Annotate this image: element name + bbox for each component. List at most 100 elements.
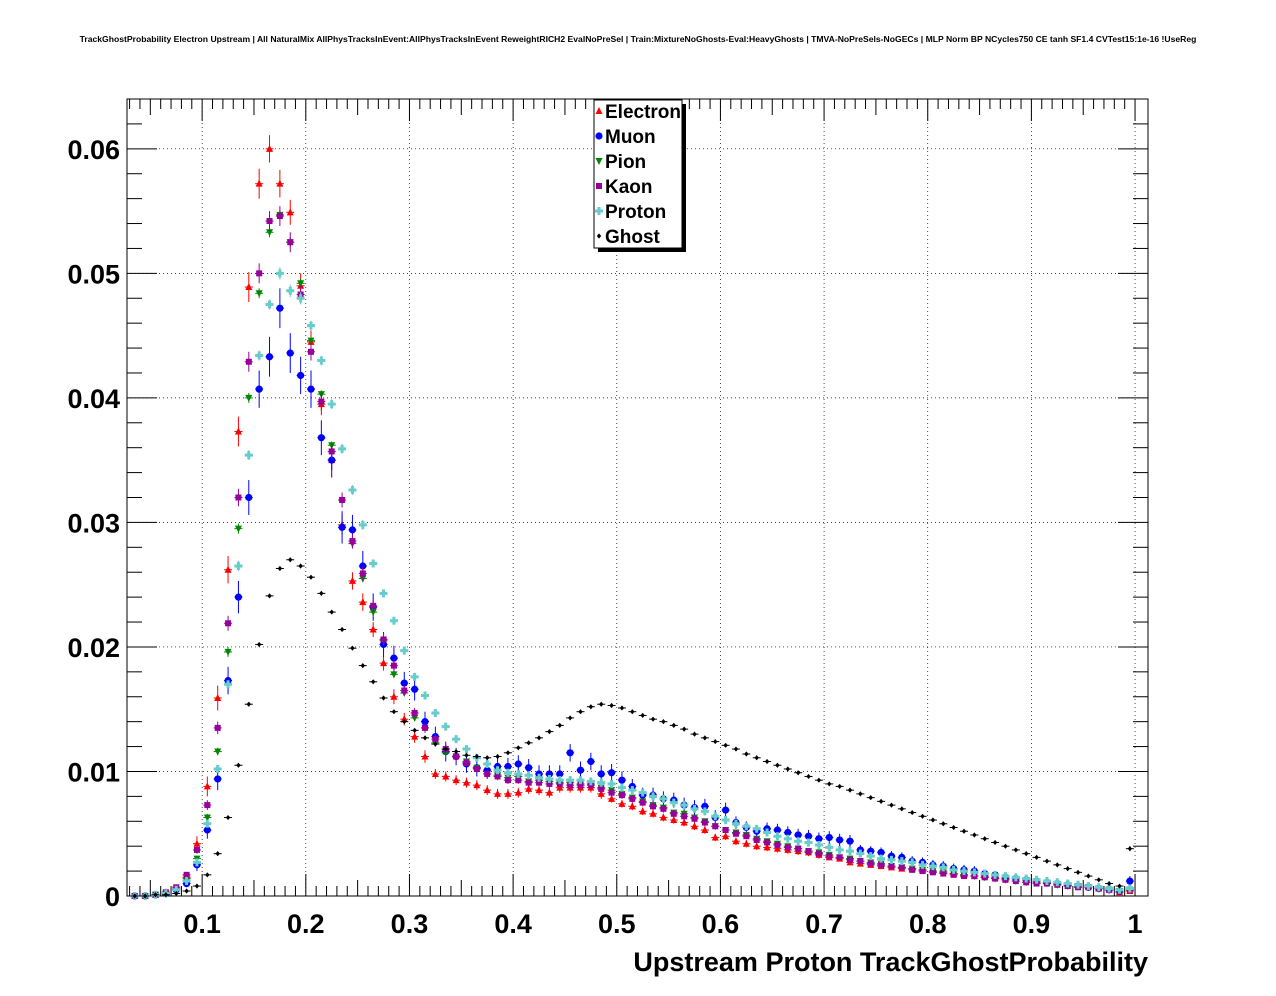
- proton-point: [970, 868, 979, 877]
- ghost-point: [588, 704, 594, 710]
- proton-point: [493, 766, 502, 775]
- kaon-point: [929, 869, 936, 876]
- proton-point: [617, 783, 626, 792]
- ghost-point: [992, 839, 998, 846]
- kaon-point: [629, 795, 636, 802]
- proton-point: [1094, 883, 1103, 892]
- electron-point: [504, 789, 512, 797]
- ghost-point: [806, 773, 811, 780]
- proton-point: [244, 451, 253, 460]
- ghost-point: [754, 755, 759, 761]
- ghost-point: [205, 872, 210, 878]
- kaon-point: [390, 662, 397, 669]
- ghost-point: [298, 563, 303, 569]
- kaon-point: [401, 687, 408, 694]
- kaon-point: [795, 845, 802, 852]
- legend-marker-pion: [595, 158, 603, 165]
- electron-point: [732, 837, 740, 845]
- kaon-point: [422, 724, 429, 731]
- electron-point: [234, 427, 242, 435]
- electron-point: [462, 778, 470, 786]
- ghost-point: [982, 836, 987, 842]
- electron-point: [276, 179, 284, 187]
- ghost-point: [599, 701, 604, 707]
- proton-point: [379, 589, 388, 598]
- proton-point: [369, 559, 378, 568]
- electron-point: [494, 789, 502, 797]
- proton-point: [213, 764, 222, 773]
- ghost-point: [1086, 873, 1091, 879]
- muon-point: [348, 526, 357, 534]
- ghost-point: [1117, 883, 1122, 889]
- kaon-point: [546, 780, 553, 787]
- proton-point: [991, 870, 1000, 879]
- electron-point: [608, 794, 616, 802]
- pion-point: [297, 280, 305, 288]
- kaon-point: [650, 803, 657, 810]
- ghost-point: [744, 751, 749, 757]
- muon-point: [1126, 877, 1134, 885]
- proton-point: [348, 486, 357, 495]
- proton-point: [306, 321, 315, 330]
- kaon-point: [536, 779, 543, 786]
- proton-point: [814, 840, 823, 849]
- proton-point: [576, 776, 585, 785]
- kaon-point: [214, 724, 221, 731]
- proton-point: [804, 838, 813, 847]
- proton-point: [960, 867, 969, 876]
- ghost-point: [858, 791, 863, 797]
- proton-point: [410, 672, 419, 681]
- ghost-point: [671, 722, 676, 728]
- electron-point: [411, 732, 419, 740]
- muon-point: [265, 353, 274, 361]
- proton-point: [483, 759, 492, 768]
- ghost-point: [402, 719, 407, 725]
- kaon-point: [608, 789, 615, 796]
- proton-point: [783, 834, 792, 843]
- legend-marker-muon: [595, 132, 603, 140]
- ghost-point: [630, 709, 635, 715]
- kaon-point: [764, 839, 771, 846]
- kaon-point: [846, 856, 853, 863]
- electron-point: [245, 283, 253, 291]
- electron-point: [753, 842, 761, 850]
- ghost-point: [920, 813, 925, 819]
- electron-point: [628, 802, 636, 810]
- proton-point: [897, 857, 906, 866]
- pion-point: [307, 337, 315, 345]
- ghost-point: [827, 781, 832, 787]
- pion-point: [390, 671, 398, 679]
- kaon-point: [598, 785, 605, 792]
- pion-point: [255, 290, 263, 298]
- proton-point: [503, 768, 512, 777]
- ghost-point: [422, 735, 428, 741]
- proton-point: [866, 852, 875, 861]
- legend-label-kaon: Kaon: [605, 177, 653, 198]
- ghost-point: [1024, 851, 1029, 857]
- muon-point: [286, 349, 294, 357]
- ghost-point: [1127, 846, 1133, 852]
- ghost-point: [319, 590, 324, 596]
- ghost-point: [516, 745, 521, 751]
- muon-point: [400, 679, 408, 687]
- legend-marker-proton: [595, 207, 603, 215]
- kaon-point: [909, 866, 916, 873]
- proton-point: [1022, 874, 1031, 883]
- kaon-point: [484, 770, 491, 777]
- y-tick-label: 0: [105, 882, 120, 912]
- proton-point: [669, 798, 678, 807]
- proton-point: [752, 824, 761, 833]
- ghost-point: [847, 787, 853, 793]
- x-tick-label: 0.5: [598, 909, 636, 939]
- ghost-point: [661, 719, 666, 725]
- legend-label-ghost: Ghost: [605, 227, 661, 248]
- muon-point: [597, 770, 605, 778]
- ghost-point: [464, 752, 469, 758]
- muon-point: [804, 832, 813, 840]
- muon-point: [877, 848, 885, 857]
- ghost-point: [909, 809, 915, 816]
- proton-point: [286, 286, 295, 295]
- proton-point: [1011, 873, 1020, 882]
- chart-title: TrackGhostProbability Electron Upstream …: [80, 34, 1197, 44]
- proton-point: [1115, 885, 1124, 894]
